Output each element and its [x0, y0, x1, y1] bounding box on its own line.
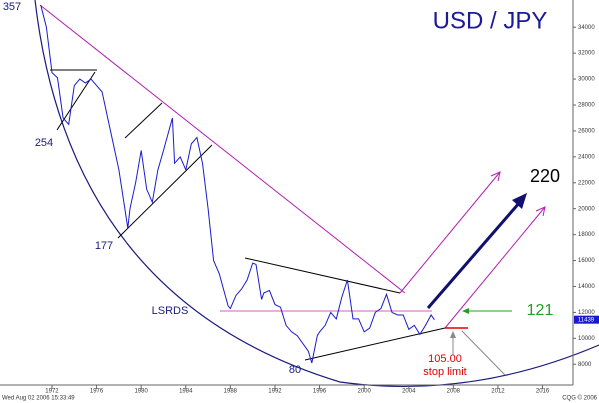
y-tick-label: 34000 [578, 25, 595, 31]
arc [34, 0, 599, 388]
last-value-label: 11439 [578, 317, 595, 323]
y-tick-label: 32000 [578, 51, 595, 57]
arrow-head [462, 308, 469, 314]
annotation: 357 [3, 1, 21, 13]
x-tick-label: 2004 [402, 389, 416, 395]
arrow-head [490, 171, 501, 182]
x-tick-label: 1992 [268, 389, 282, 395]
y-tick-label: 18000 [578, 232, 595, 238]
y-tick-label: 8000 [578, 362, 592, 368]
x-tick-label: 1996 [313, 389, 327, 395]
target-arrow [426, 201, 522, 309]
target-arrow [399, 171, 501, 294]
y-tick-label: 14000 [578, 284, 595, 290]
x-tick-label: 1980 [134, 389, 148, 395]
y-tick-label: 20000 [578, 206, 595, 212]
trend-line [117, 144, 213, 239]
price-line [40, 5, 435, 364]
footer: CQG © 2006 [562, 395, 597, 402]
x-tick-label: 2000 [357, 389, 371, 395]
stop-arrow [461, 330, 506, 376]
x-tick-label: 1984 [179, 389, 193, 395]
chart-title: USD / JPY [433, 7, 548, 34]
y-tick-label: 26000 [578, 129, 595, 135]
target-arrow [444, 206, 546, 329]
y-tick-label: 10000 [578, 336, 595, 342]
annotation: 220 [530, 166, 560, 186]
y-tick-label: 22000 [578, 180, 595, 186]
annotation: 80 [289, 364, 301, 376]
x-tick-label: 2008 [447, 389, 461, 395]
footer: Wed Aug 02 2006 15:33:49 [2, 396, 75, 402]
y-tick-label: 16000 [578, 258, 595, 264]
y-tick-label: 24000 [578, 154, 595, 160]
x-tick-label: 2012 [491, 389, 505, 395]
last-value-box [574, 315, 599, 324]
y-tick-label: 12000 [578, 310, 595, 316]
annotation: 121 [527, 302, 554, 319]
arrow-head [512, 193, 527, 209]
annotation: LSRDS [152, 305, 189, 317]
y-tick-label: 28000 [578, 103, 595, 109]
resistance-line [39, 4, 406, 294]
annotation: 177 [95, 240, 113, 252]
y-tick-label: 30000 [578, 77, 595, 83]
arrow-head [535, 206, 546, 217]
trend-line [244, 257, 401, 294]
trend-line [304, 327, 446, 361]
x-tick-label: 2016 [536, 389, 550, 395]
x-tick-label: 1972 [45, 389, 59, 395]
arrow-head [450, 331, 456, 338]
overlays [0, 0, 599, 388]
annotation: 105.00 [428, 353, 462, 365]
trend-line [56, 71, 96, 131]
trend-line [124, 102, 163, 139]
x-tick-label: 1976 [90, 389, 104, 395]
x-tick-label: 1988 [224, 389, 238, 395]
annotation: 254 [35, 137, 53, 149]
annotation: stop limit [423, 366, 466, 378]
